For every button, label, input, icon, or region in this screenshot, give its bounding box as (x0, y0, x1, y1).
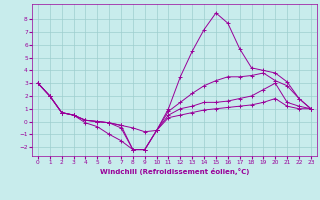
X-axis label: Windchill (Refroidissement éolien,°C): Windchill (Refroidissement éolien,°C) (100, 168, 249, 175)
